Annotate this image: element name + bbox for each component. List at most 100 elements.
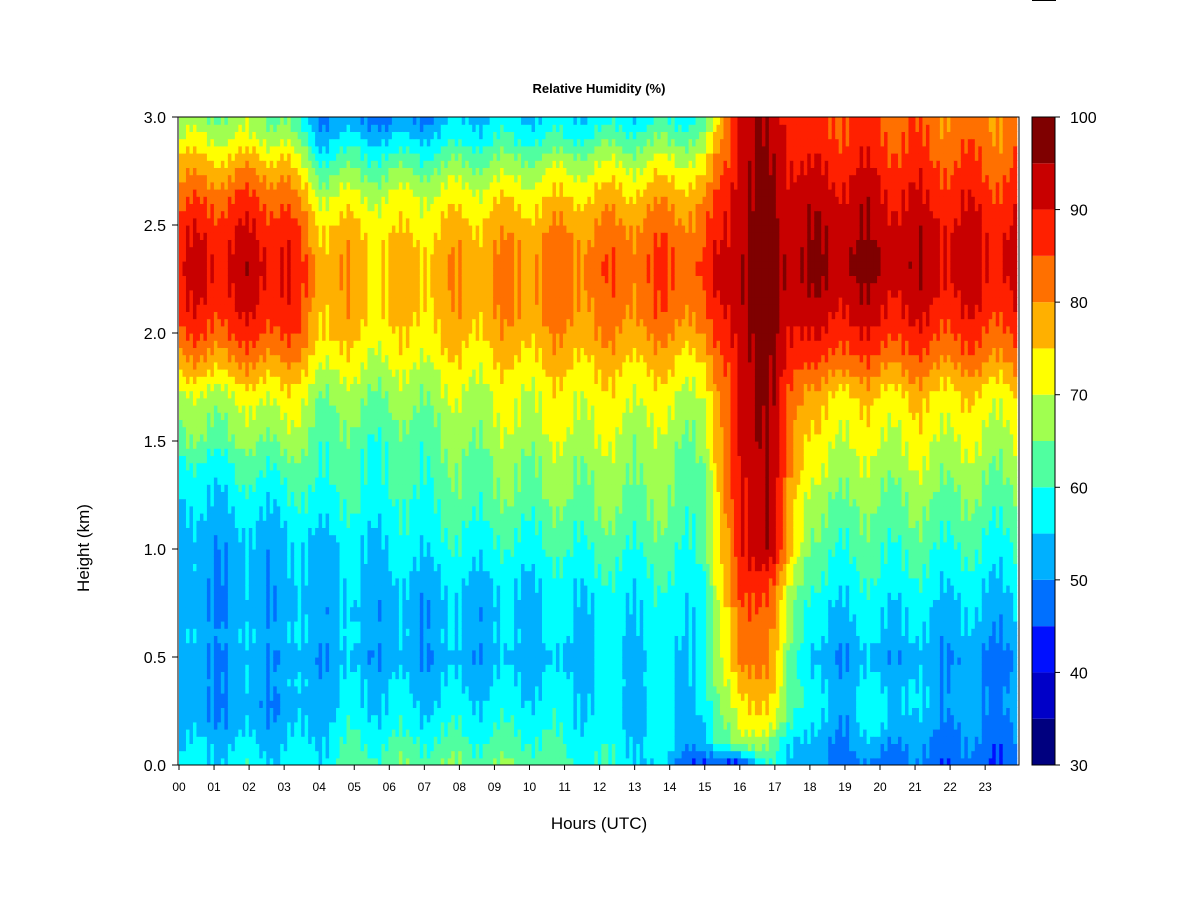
heatmap-cell <box>217 254 221 262</box>
heatmap-cell <box>326 635 330 643</box>
heatmap-cell <box>294 347 298 355</box>
heatmap-cell <box>308 664 312 672</box>
heatmap-cell <box>186 664 190 672</box>
heatmap-cell <box>354 671 358 679</box>
heatmap-cell <box>266 686 270 694</box>
heatmap-cell <box>221 520 225 528</box>
heatmap-cell <box>179 693 183 701</box>
heatmap-cell <box>217 355 221 363</box>
heatmap-cell <box>364 549 368 557</box>
heatmap-cell <box>326 470 330 478</box>
heatmap-cell <box>340 297 344 305</box>
heatmap-cell <box>333 707 337 715</box>
heatmap-cell <box>259 218 263 226</box>
heatmap-cell <box>343 203 347 211</box>
heatmap-cell <box>305 571 309 579</box>
heatmap-cell <box>329 153 333 161</box>
heatmap-cell <box>252 743 256 751</box>
heatmap-cell <box>196 715 200 723</box>
heatmap-cell <box>367 182 371 190</box>
heatmap-cell <box>357 153 361 161</box>
heatmap-cell <box>245 117 249 125</box>
heatmap-cell <box>322 556 326 564</box>
heatmap-cell <box>319 283 323 291</box>
heatmap-cell <box>340 362 344 370</box>
heatmap-cell <box>354 160 358 168</box>
heatmap-cell <box>329 664 333 672</box>
heatmap-cell <box>207 491 211 499</box>
heatmap-cell <box>249 311 253 319</box>
heatmap-cell <box>273 355 277 363</box>
heatmap-cell <box>333 477 337 485</box>
heatmap-cell <box>298 599 302 607</box>
heatmap-cell <box>245 124 249 132</box>
heatmap-cell <box>235 362 239 370</box>
heatmap-cell <box>301 369 305 377</box>
heatmap-cell <box>280 729 284 737</box>
heatmap-cell <box>284 218 288 226</box>
heatmap-cell <box>298 412 302 420</box>
heatmap-cell <box>252 477 256 485</box>
heatmap-cell <box>312 362 316 370</box>
heatmap-cell <box>224 542 228 550</box>
heatmap-cell <box>350 585 354 593</box>
heatmap-cell <box>291 585 295 593</box>
heatmap-cell <box>207 556 211 564</box>
heatmap-cell <box>235 491 239 499</box>
heatmap-cell <box>210 455 214 463</box>
heatmap-cell <box>298 614 302 622</box>
heatmap-cell <box>329 275 333 283</box>
heatmap-cell <box>319 218 323 226</box>
heatmap-cell <box>312 398 316 406</box>
heatmap-cell <box>273 333 277 341</box>
heatmap-cell <box>350 470 354 478</box>
heatmap-cell <box>298 239 302 247</box>
heatmap-cell <box>364 218 368 226</box>
heatmap-cell <box>350 477 354 485</box>
heatmap-cell <box>203 635 207 643</box>
heatmap-cell <box>312 261 316 269</box>
heatmap-cell <box>228 499 232 507</box>
heatmap-cell <box>329 628 333 636</box>
heatmap-cell <box>333 167 337 175</box>
heatmap-cell <box>221 549 225 557</box>
heatmap-cell <box>367 520 371 528</box>
heatmap-cell <box>179 117 183 125</box>
heatmap-cell <box>263 376 267 384</box>
heatmap-cell <box>238 283 242 291</box>
heatmap-cell <box>179 621 183 629</box>
heatmap-cell <box>315 628 319 636</box>
heatmap-cell <box>196 455 200 463</box>
heatmap-cell <box>287 340 291 348</box>
heatmap-cell <box>287 650 291 658</box>
heatmap-cell <box>224 297 228 305</box>
heatmap-cell <box>214 585 218 593</box>
heatmap-cell <box>273 585 277 593</box>
heatmap-cell <box>259 506 263 514</box>
heatmap-cell <box>308 239 312 247</box>
heatmap-cell <box>367 448 371 456</box>
heatmap-cell <box>343 362 347 370</box>
heatmap-cell <box>367 247 371 255</box>
heatmap-cell <box>273 657 277 665</box>
heatmap-cell <box>291 470 295 478</box>
heatmap-cell <box>182 427 186 435</box>
heatmap-cell <box>270 347 274 355</box>
heatmap-cell <box>294 506 298 514</box>
chart-title: Relative Humidity (%) <box>533 81 666 96</box>
heatmap-cell <box>252 419 256 427</box>
heatmap-cell <box>347 182 351 190</box>
heatmap-cell <box>179 499 183 507</box>
heatmap-cell <box>298 419 302 427</box>
heatmap-cell <box>273 434 277 442</box>
heatmap-cell <box>242 391 246 399</box>
heatmap-cell <box>371 729 375 737</box>
heatmap-cell <box>203 535 207 543</box>
heatmap-cell <box>238 376 242 384</box>
heatmap-cell <box>266 304 270 312</box>
heatmap-cell <box>179 146 183 154</box>
heatmap-cell <box>242 412 246 420</box>
heatmap-cell <box>367 527 371 535</box>
heatmap-cell <box>357 419 361 427</box>
heatmap-cell <box>291 427 295 435</box>
